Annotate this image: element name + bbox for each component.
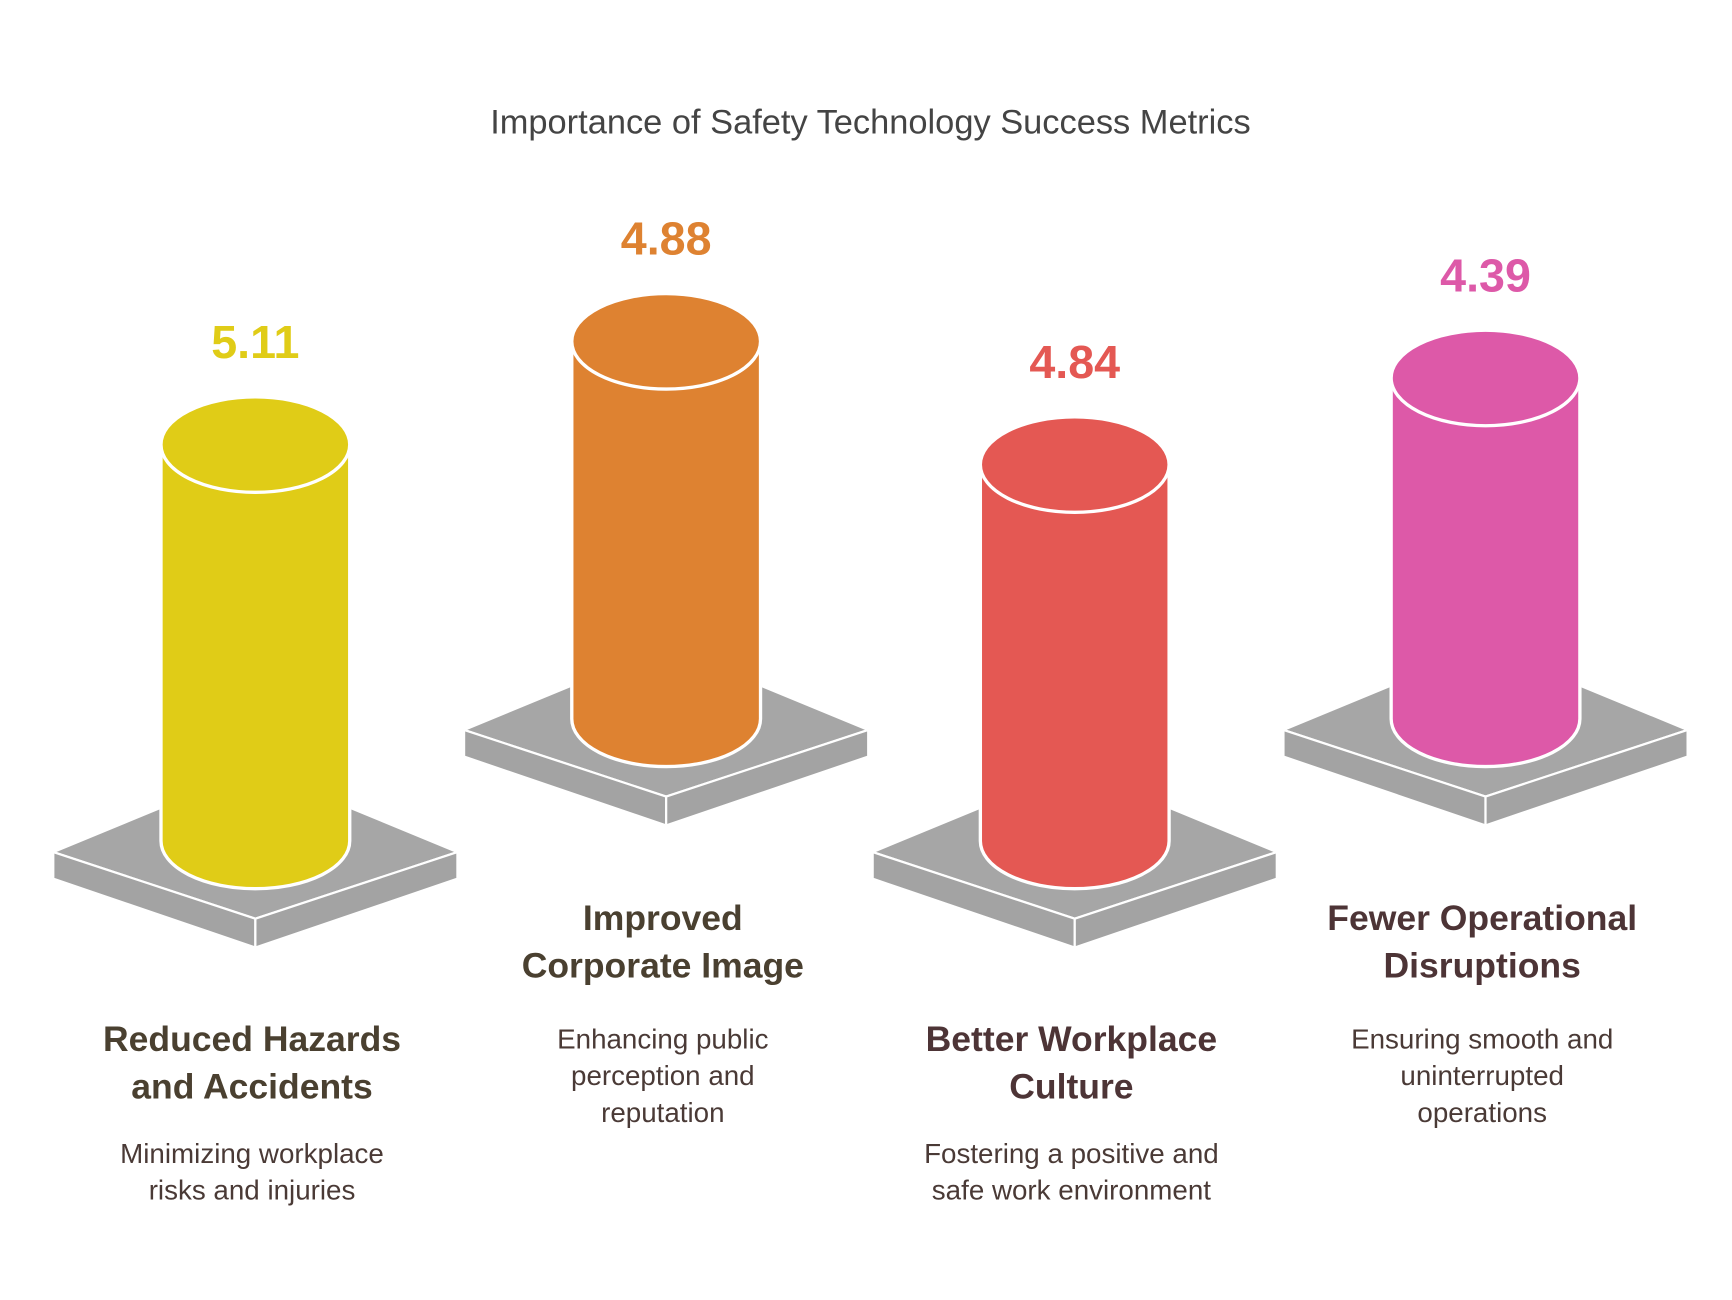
category-description: reputation [601, 1097, 724, 1128]
category-heading: Disruptions [1384, 946, 1581, 986]
category-description: safe work environment [932, 1175, 1211, 1206]
category-heading: and Accidents [131, 1067, 372, 1107]
category-heading: Corporate Image [522, 946, 804, 986]
category-heading: Improved [583, 898, 743, 938]
cylinder-top [159, 395, 352, 495]
cylinder-body [159, 442, 352, 891]
platform-right [254, 850, 459, 950]
column-2: 4.88 Improved Corporate Image Enhancing pub… [460, 213, 872, 1128]
value-label: 4.88 [621, 213, 712, 265]
category-description: perception and [571, 1060, 755, 1091]
platform-right [1484, 728, 1689, 827]
category-heading: Culture [1009, 1067, 1133, 1107]
column-4: 4.39 Fewer Operational Disruptions Ensuring… [1280, 249, 1691, 1128]
column-3: 4.84 Better Workplace Culture Fostering a p… [869, 336, 1280, 1206]
platform-right [665, 728, 870, 827]
value-label: 5.11 [211, 316, 299, 368]
category-heading: Fewer Operational [1327, 898, 1637, 938]
category-description: Ensuring smooth and [1351, 1024, 1613, 1055]
cylinder-body [1389, 376, 1582, 769]
category-description: Enhancing public [557, 1024, 768, 1055]
category-description: Minimizing workplace [120, 1138, 384, 1169]
category-description: risks and injuries [149, 1175, 356, 1206]
category-description: uninterrupted [1400, 1060, 1564, 1091]
cylinder-top [1389, 328, 1582, 428]
value-label: 4.39 [1440, 249, 1531, 301]
cylinder-top [570, 291, 763, 391]
category-description: operations [1417, 1097, 1547, 1128]
platform-right [1073, 850, 1278, 950]
cylinder-body [570, 339, 763, 769]
category-heading: Reduced Hazards [103, 1019, 401, 1059]
cylinder-body [978, 462, 1171, 891]
value-label: 4.84 [1029, 336, 1120, 388]
category-heading: Better Workplace [926, 1019, 1217, 1059]
category-description: Fostering a positive and [924, 1138, 1219, 1169]
cylinder-top [978, 415, 1171, 514]
column-1: 5.11 Reduced Hazards and Accidents Minimizi… [50, 316, 461, 1206]
chart-title: Importance of Safety Technology Success … [490, 104, 1250, 142]
